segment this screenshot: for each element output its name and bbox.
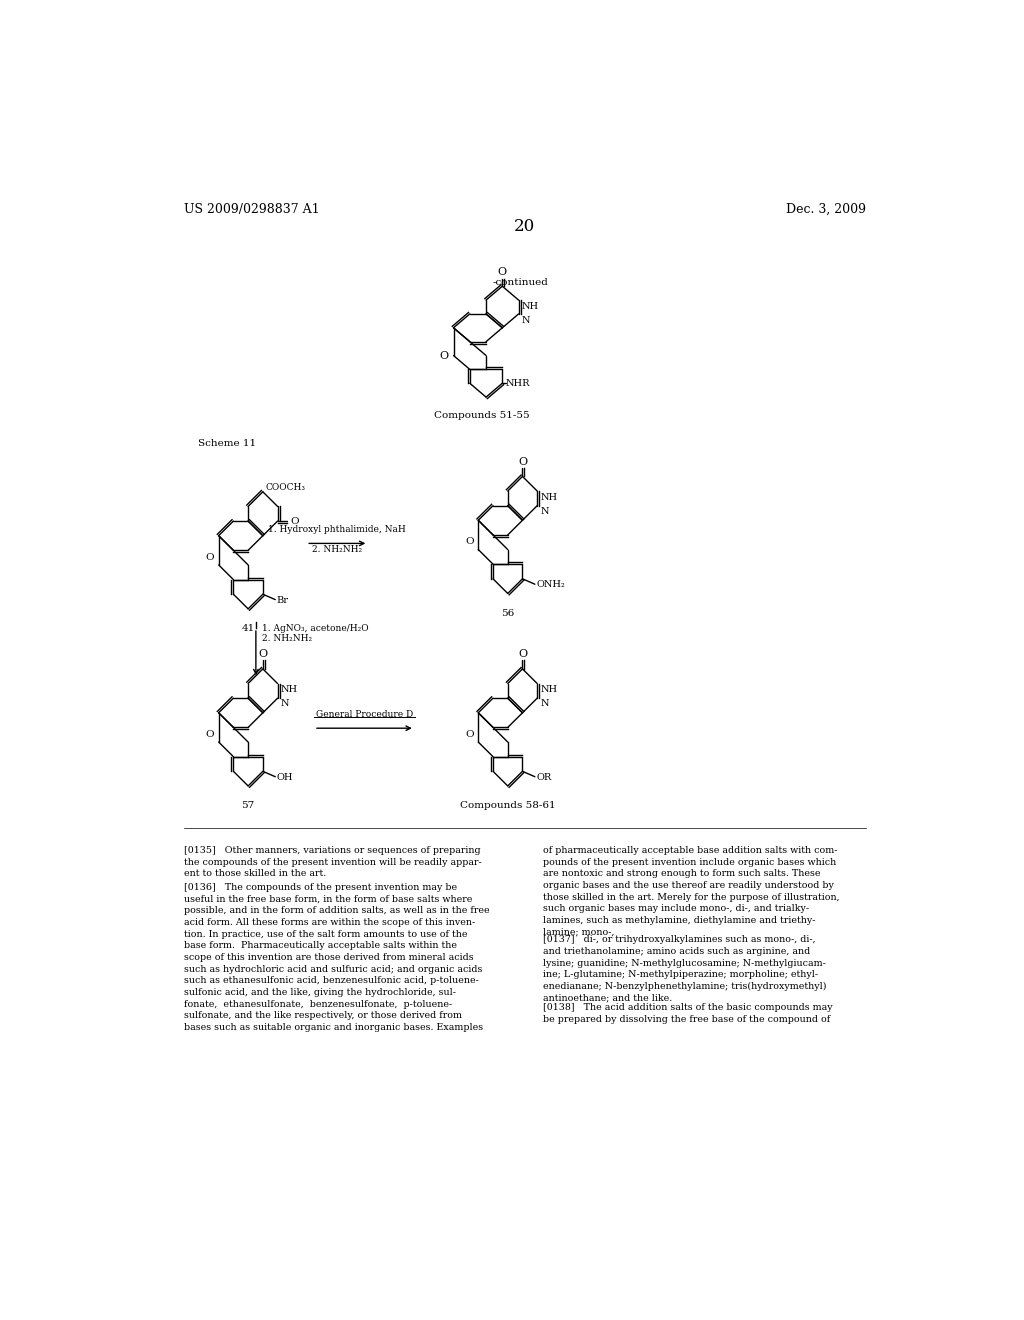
Text: General Procedure D: General Procedure D: [315, 710, 413, 719]
Text: [0138]   The acid addition salts of the basic compounds may
be prepared by disso: [0138] The acid addition salts of the ba…: [544, 1003, 834, 1024]
Text: Br: Br: [276, 595, 289, 605]
Text: -continued: -continued: [493, 277, 548, 286]
Text: N: N: [541, 700, 549, 708]
Text: O: O: [439, 351, 449, 360]
Text: [0136]   The compounds of the present invention may be
useful in the free base f: [0136] The compounds of the present inve…: [183, 883, 489, 1032]
Text: COOCH₃: COOCH₃: [265, 483, 305, 492]
Text: Dec. 3, 2009: Dec. 3, 2009: [785, 203, 866, 216]
Text: ONH₂: ONH₂: [537, 581, 565, 590]
Text: 1. AgNO₃, acetone/H₂O: 1. AgNO₃, acetone/H₂O: [262, 624, 369, 634]
Text: 56: 56: [501, 609, 514, 618]
Text: N: N: [521, 315, 530, 325]
Text: OH: OH: [276, 774, 293, 781]
Text: Compounds 51-55: Compounds 51-55: [434, 411, 530, 420]
Text: O: O: [206, 730, 214, 739]
Text: 1. Hydroxyl phthalimide, NaH: 1. Hydroxyl phthalimide, NaH: [268, 525, 407, 535]
Text: NH: NH: [541, 685, 557, 694]
Text: O: O: [465, 537, 474, 546]
Text: O: O: [258, 649, 267, 659]
Text: O: O: [206, 553, 214, 562]
Text: [0137]   di-, or trihydroxyalkylamines such as mono-, di-,
and triethanolamine; : [0137] di-, or trihydroxyalkylamines suc…: [544, 936, 827, 1003]
Text: 41: 41: [242, 624, 255, 634]
Text: US 2009/0298837 A1: US 2009/0298837 A1: [183, 203, 319, 216]
Text: 2. NH₂NH₂: 2. NH₂NH₂: [312, 545, 362, 554]
Text: O: O: [290, 516, 299, 525]
Text: 20: 20: [514, 218, 536, 235]
Text: of pharmaceutically acceptable base addition salts with com-
pounds of the prese: of pharmaceutically acceptable base addi…: [544, 846, 840, 937]
Text: NH: NH: [541, 492, 557, 502]
Text: NH: NH: [281, 685, 298, 694]
Text: [0135]   Other manners, variations or sequences of preparing
the compounds of th: [0135] Other manners, variations or sequ…: [183, 846, 481, 878]
Text: N: N: [541, 507, 549, 516]
Text: NHR: NHR: [506, 379, 530, 388]
Text: O: O: [518, 457, 527, 467]
Text: 57: 57: [242, 801, 255, 810]
Text: N: N: [281, 700, 289, 708]
Text: NH: NH: [521, 302, 539, 310]
Text: Scheme 11: Scheme 11: [198, 440, 256, 449]
Text: O: O: [498, 268, 507, 277]
Text: 2. NH₂NH₂: 2. NH₂NH₂: [262, 635, 312, 643]
Text: Compounds 58-61: Compounds 58-61: [460, 801, 556, 810]
Text: O: O: [518, 649, 527, 659]
Text: O: O: [465, 730, 474, 739]
Text: OR: OR: [537, 774, 552, 781]
